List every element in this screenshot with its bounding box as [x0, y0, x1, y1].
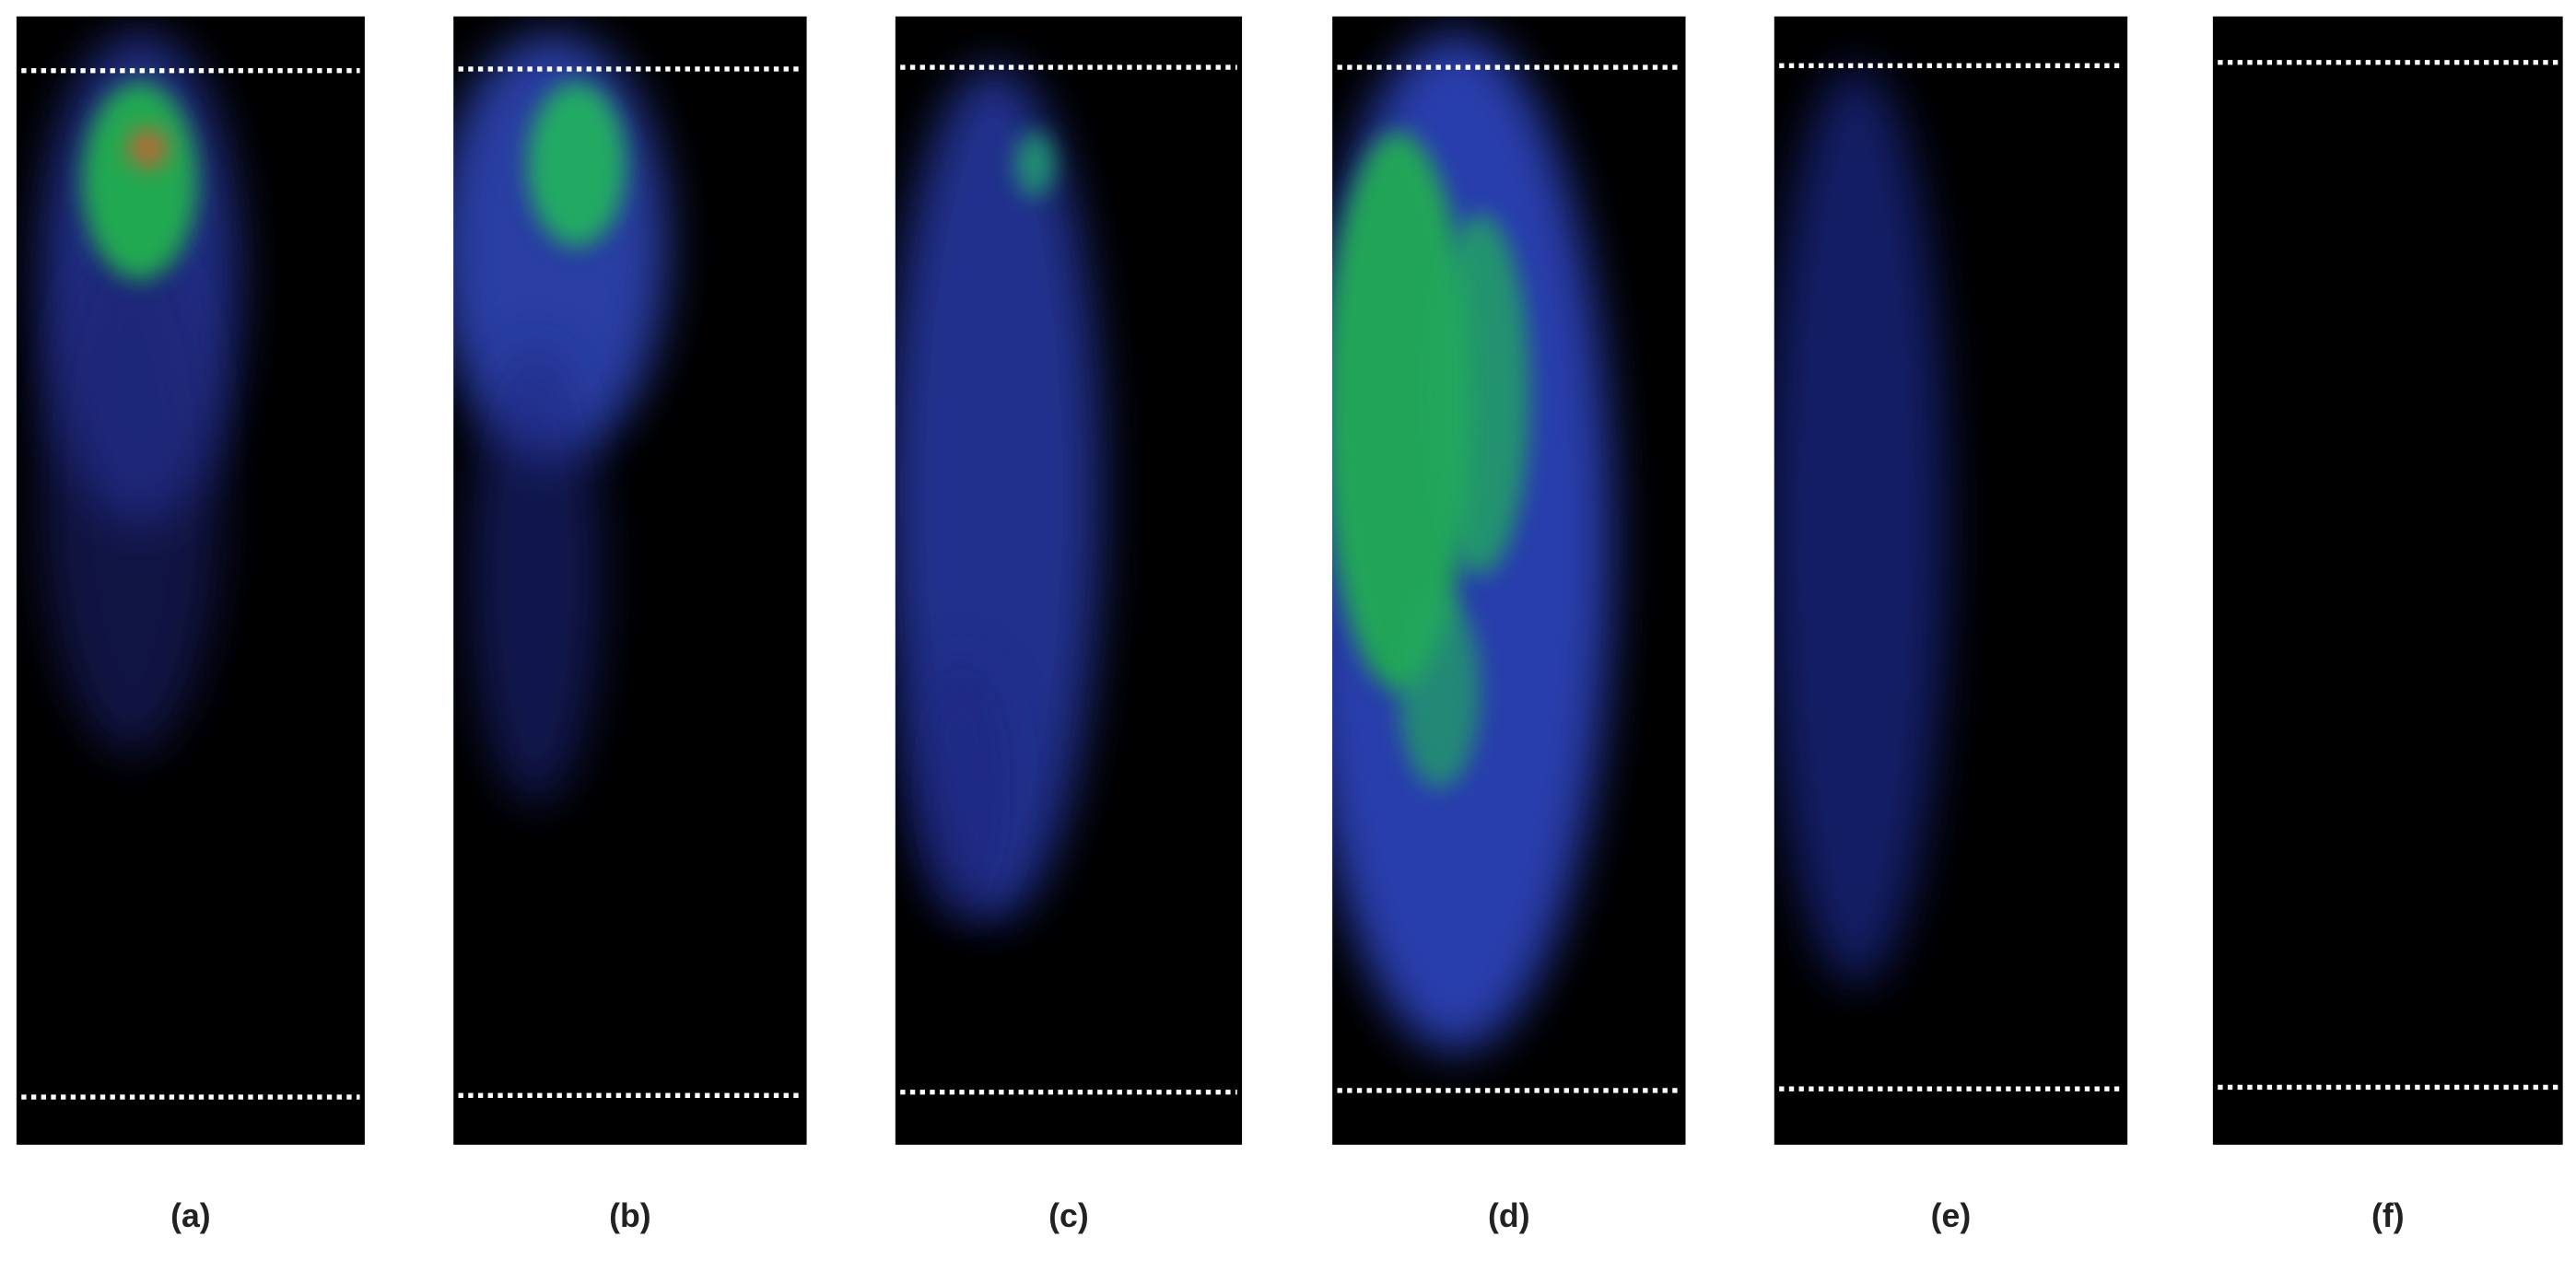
glow — [1332, 131, 1472, 690]
glow — [1398, 590, 1481, 788]
glow — [1431, 213, 1530, 576]
panel-label: (e) — [1931, 1197, 1972, 1234]
glow — [128, 128, 168, 168]
panel-label: (d) — [1488, 1197, 1530, 1234]
signal-glow — [453, 32, 667, 805]
panel: (c) — [895, 16, 1243, 1234]
glow — [470, 344, 602, 805]
panel-label: (f) — [2371, 1197, 2405, 1234]
panel-label: (c) — [1048, 1197, 1089, 1234]
panel-image — [2212, 16, 2563, 1145]
glow — [911, 657, 1011, 920]
signal-glow — [895, 65, 1101, 920]
glow — [1015, 131, 1055, 197]
panel-label: (b) — [609, 1197, 651, 1234]
glow — [1774, 65, 1947, 986]
signal-glow — [41, 32, 239, 756]
panel-label: (a) — [170, 1197, 211, 1234]
panel: (b) — [453, 16, 807, 1234]
glow — [82, 82, 198, 280]
glow — [41, 229, 222, 756]
signal-glow — [1332, 32, 1612, 1052]
panel: (d) — [1332, 16, 1686, 1234]
panel: (a) — [16, 16, 365, 1234]
panel: (e) — [1774, 16, 2128, 1234]
panel: (f) — [2212, 16, 2563, 1234]
signal-glow — [1774, 65, 1947, 986]
glow — [527, 82, 626, 247]
